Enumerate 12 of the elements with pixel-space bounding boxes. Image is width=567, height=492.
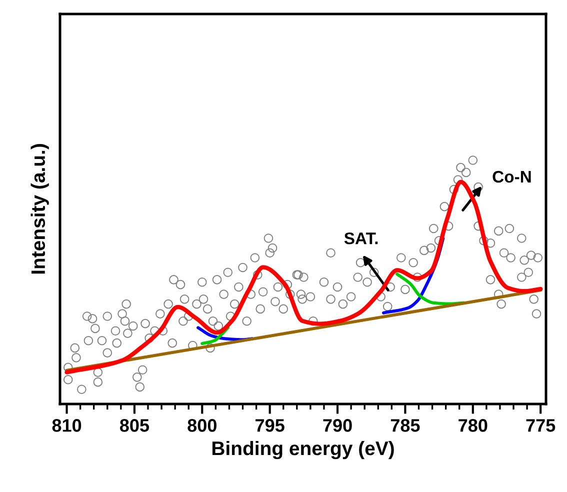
annotation: Co-N [492,170,531,183]
x-tick-label: 785 [390,419,420,432]
x-axis-title: Binding energy (eV) [212,440,394,460]
annotation: SAT. [344,232,378,244]
x-tick-label: 800 [188,419,216,432]
y-axis-title: Intensity (a.u.) [30,144,49,274]
x-tick-label: 795 [256,419,284,432]
x-tick-label: 790 [323,419,352,432]
x-tick-label: 780 [458,419,488,432]
x-tick-label: 805 [120,419,150,432]
x-tick-label: 775 [526,419,556,432]
x-tick-label: 810 [52,419,82,432]
